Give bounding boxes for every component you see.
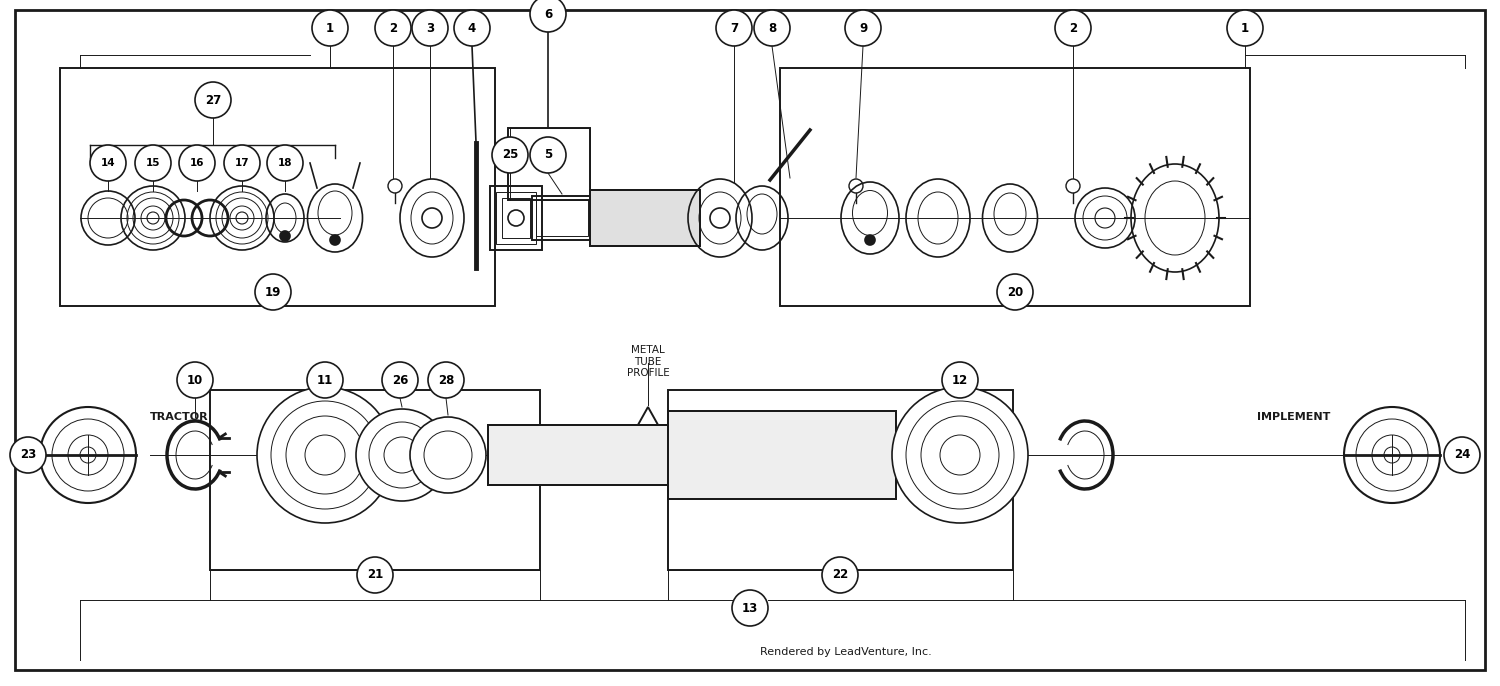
Circle shape	[375, 10, 411, 46]
Bar	[536, 200, 588, 236]
Circle shape	[308, 362, 344, 398]
Text: 22: 22	[833, 569, 848, 582]
Text: 27: 27	[206, 93, 220, 106]
Text: 1: 1	[1240, 21, 1250, 34]
Circle shape	[454, 10, 490, 46]
Bar	[532, 196, 592, 240]
Circle shape	[256, 387, 393, 523]
Text: 2: 2	[1070, 21, 1077, 34]
Bar	[590, 190, 700, 246]
Bar	[488, 425, 668, 485]
Circle shape	[330, 235, 340, 245]
Bar	[490, 186, 542, 250]
Text: 1: 1	[326, 21, 334, 34]
Circle shape	[942, 362, 978, 398]
Circle shape	[998, 274, 1033, 310]
Bar	[210, 390, 540, 570]
Text: 18: 18	[278, 158, 292, 168]
Circle shape	[382, 362, 418, 398]
Text: 5: 5	[544, 148, 552, 161]
Bar	[590, 190, 700, 246]
Text: LEADVENTURE: LEADVENTURE	[512, 431, 988, 488]
Text: 20: 20	[1007, 285, 1023, 298]
Bar	[668, 411, 896, 499]
Circle shape	[135, 145, 171, 181]
Bar	[60, 68, 495, 306]
Text: 17: 17	[234, 158, 249, 168]
Circle shape	[892, 387, 1028, 523]
Text: 19: 19	[266, 285, 280, 298]
Text: 10: 10	[188, 373, 202, 386]
Bar	[503, 198, 530, 238]
Circle shape	[312, 10, 348, 46]
Text: 16: 16	[189, 158, 204, 168]
Circle shape	[1227, 10, 1263, 46]
Circle shape	[754, 10, 790, 46]
Bar	[668, 411, 896, 499]
Text: 3: 3	[426, 21, 433, 34]
Circle shape	[732, 590, 768, 626]
Circle shape	[492, 137, 528, 173]
Circle shape	[530, 0, 566, 32]
Text: 6: 6	[544, 8, 552, 21]
Text: 7: 7	[730, 21, 738, 34]
Circle shape	[267, 145, 303, 181]
Circle shape	[255, 274, 291, 310]
Circle shape	[427, 362, 464, 398]
Text: 21: 21	[368, 569, 382, 582]
Text: 8: 8	[768, 21, 776, 34]
Bar	[780, 68, 1250, 306]
Circle shape	[224, 145, 260, 181]
Text: 24: 24	[1454, 449, 1470, 462]
Text: 28: 28	[438, 373, 454, 386]
Bar	[509, 128, 590, 200]
Circle shape	[413, 10, 448, 46]
Text: TRACTOR: TRACTOR	[150, 412, 208, 422]
Circle shape	[178, 145, 214, 181]
Text: 4: 4	[468, 21, 476, 34]
Bar	[488, 425, 668, 485]
Circle shape	[356, 409, 448, 501]
Text: 12: 12	[952, 373, 968, 386]
Circle shape	[410, 417, 486, 493]
Circle shape	[280, 231, 290, 241]
Text: 25: 25	[503, 148, 518, 161]
Text: 13: 13	[742, 602, 758, 615]
Circle shape	[10, 437, 46, 473]
Circle shape	[90, 145, 126, 181]
Text: 15: 15	[146, 158, 160, 168]
Text: Rendered by LeadVenture, Inc.: Rendered by LeadVenture, Inc.	[760, 647, 932, 657]
Text: IMPLEMENT: IMPLEMENT	[1257, 412, 1330, 422]
Text: METAL
TUBE
PROFILE: METAL TUBE PROFILE	[627, 345, 669, 378]
Circle shape	[357, 557, 393, 593]
Circle shape	[822, 557, 858, 593]
Text: 11: 11	[316, 373, 333, 386]
Bar	[668, 390, 1012, 570]
Circle shape	[1444, 437, 1480, 473]
Circle shape	[195, 82, 231, 118]
Circle shape	[844, 10, 880, 46]
Text: 14: 14	[100, 158, 116, 168]
Text: 23: 23	[20, 449, 36, 462]
Text: 9: 9	[859, 21, 867, 34]
Circle shape	[1054, 10, 1090, 46]
Text: 26: 26	[392, 373, 408, 386]
Circle shape	[177, 362, 213, 398]
Bar	[496, 192, 536, 244]
Text: 2: 2	[388, 21, 398, 34]
Circle shape	[716, 10, 752, 46]
Circle shape	[530, 137, 566, 173]
Circle shape	[865, 235, 874, 245]
